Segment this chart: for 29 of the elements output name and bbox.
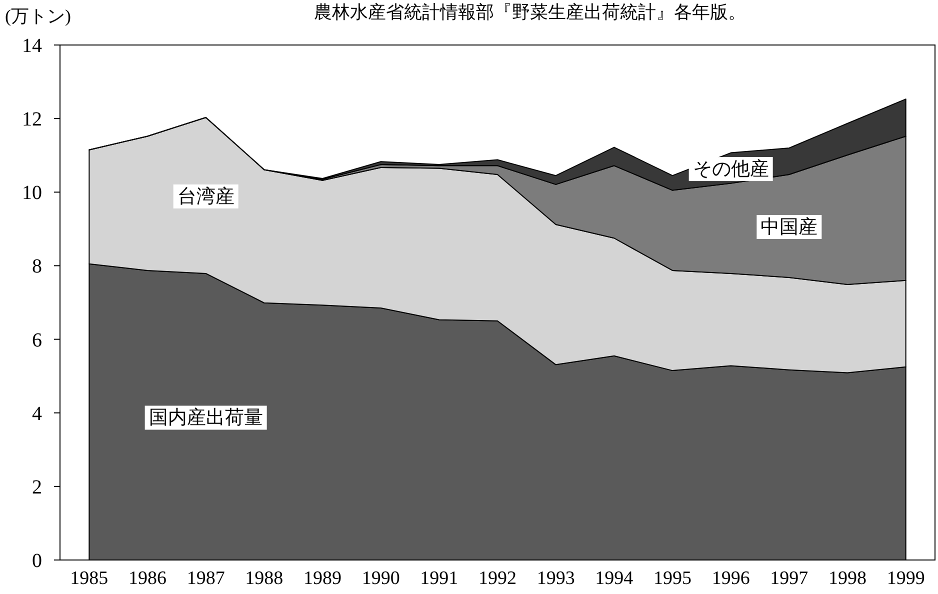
series-label: 国内産出荷量 — [148, 406, 263, 429]
x-tick-label: 1992 — [478, 568, 516, 589]
y-tick-label: 10 — [22, 182, 42, 204]
y-tick-label: 12 — [22, 108, 42, 131]
x-tick-label: 1991 — [420, 568, 458, 589]
y-tick-label: 14 — [22, 35, 42, 57]
y-tick-label: 0 — [32, 550, 42, 572]
x-tick-label: 1995 — [654, 568, 692, 589]
series-label: その他産 — [692, 158, 769, 180]
y-tick-label: 4 — [32, 402, 42, 425]
x-tick-label: 1996 — [712, 568, 750, 589]
x-tick-label: 1988 — [245, 568, 284, 589]
x-tick-label: 1989 — [304, 568, 342, 589]
x-tick-label: 1993 — [536, 568, 575, 589]
series-label: 中国産 — [760, 216, 818, 238]
x-tick-label: 1985 — [70, 568, 108, 589]
x-tick-label: 1994 — [595, 568, 634, 589]
x-tick-label: 1986 — [128, 568, 166, 589]
y-axis-title: (万トン) — [5, 6, 71, 26]
y-tick-label: 6 — [32, 329, 42, 352]
x-tick-label: 1997 — [770, 568, 808, 589]
x-tick-label: 1990 — [362, 568, 400, 589]
series-label: 台湾産 — [177, 185, 234, 208]
x-tick-label: 1987 — [186, 568, 225, 589]
text: 農林水産省統計情報部『野菜生産出荷統計』各年版。 — [314, 2, 746, 22]
x-tick-label: 1998 — [828, 568, 866, 589]
y-tick-label: 8 — [32, 256, 42, 278]
x-tick-label: 1999 — [886, 568, 925, 589]
y-tick-label: 2 — [32, 476, 42, 498]
